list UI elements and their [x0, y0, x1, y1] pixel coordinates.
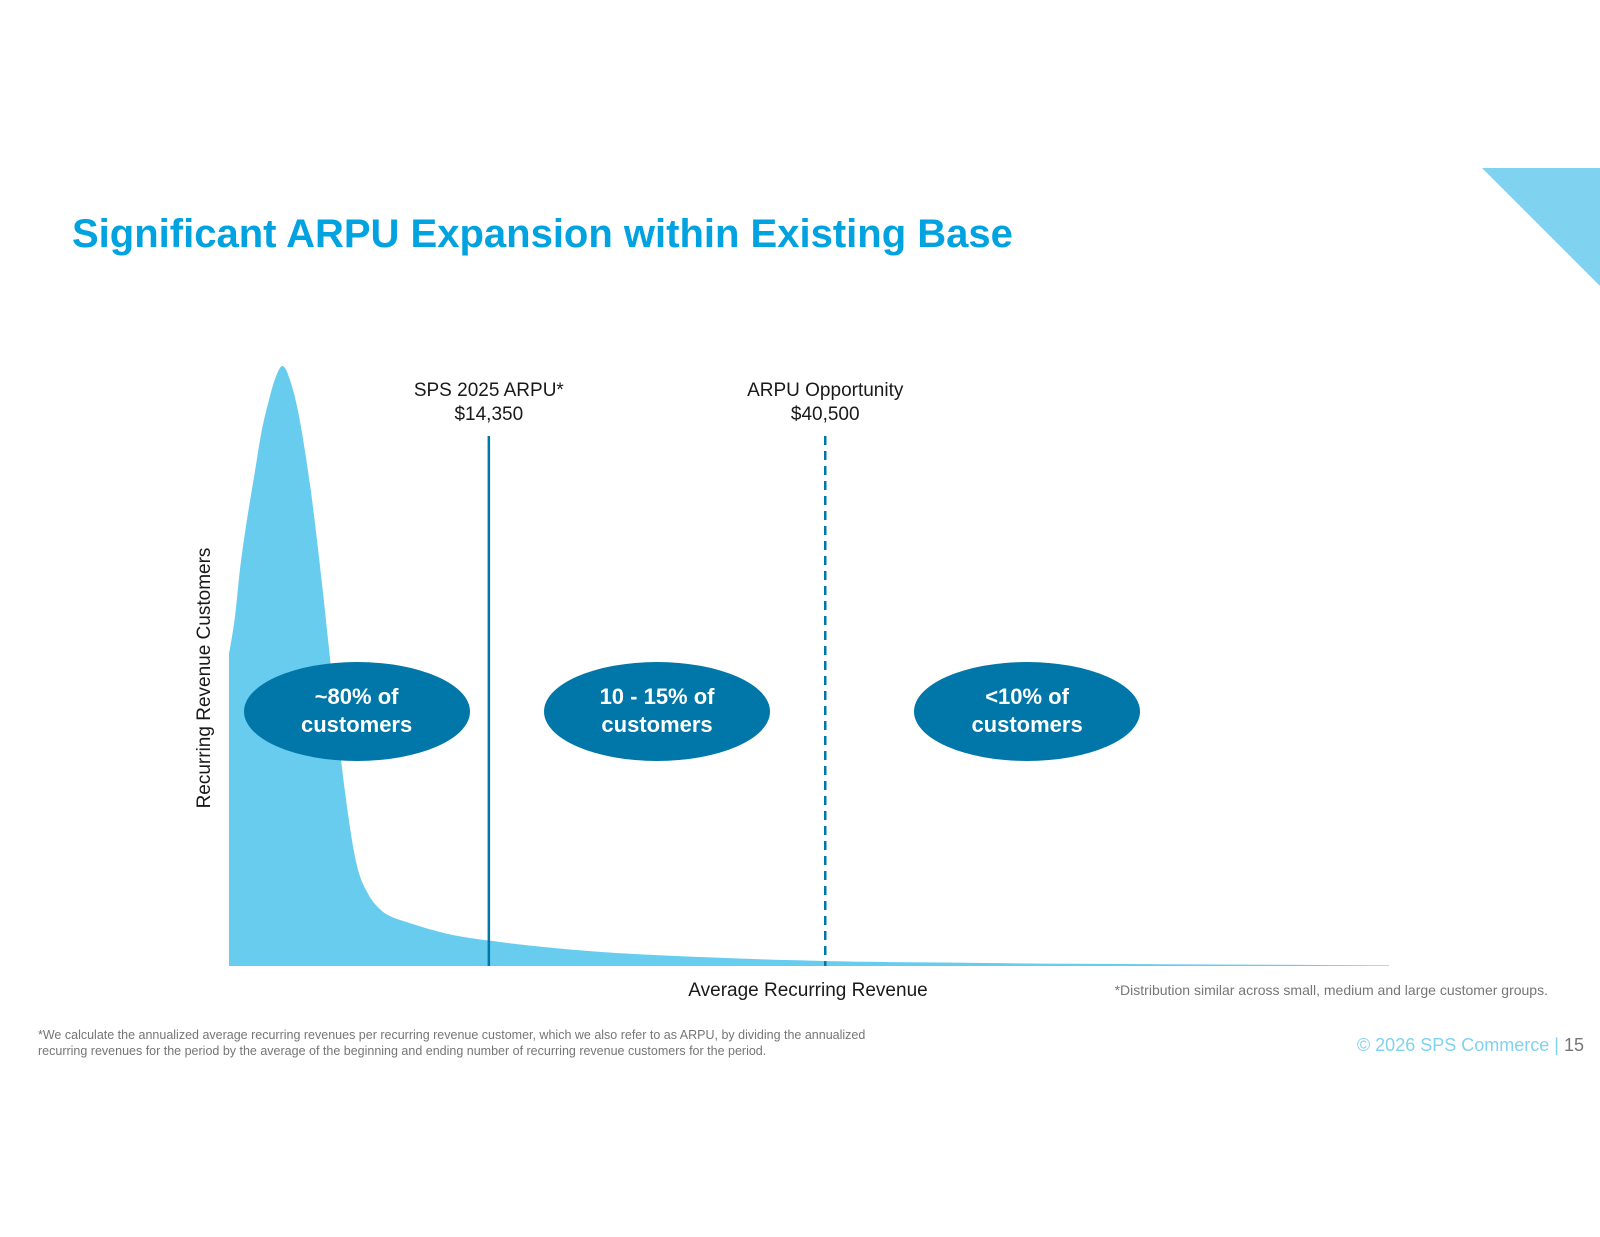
segment-unit-2: customers: [601, 712, 713, 737]
copyright-separator: |: [1554, 1035, 1559, 1055]
copyright: © 2026 SPS Commerce | 15: [1357, 1035, 1584, 1056]
marker-label-2: ARPU Opportunity $40,500: [747, 379, 903, 427]
segment-bubble-2: 10 - 15% of customers: [544, 661, 771, 761]
segment-bubble-3: <10% of customers: [914, 661, 1141, 761]
arpu-footnote: *We calculate the annualized average rec…: [38, 1028, 866, 1058]
page-title: Significant ARPU Expansion within Existi…: [72, 212, 1013, 256]
copyright-text: © 2026 SPS Commerce: [1356, 1035, 1550, 1055]
segment-share-1: ~80% of: [314, 684, 399, 709]
segment-unit-1: customers: [300, 712, 413, 737]
marker-title-2: ARPU Opportunity: [747, 380, 904, 401]
page-number: 15: [1563, 1035, 1584, 1055]
distribution-area: [229, 366, 1389, 966]
marker-value-1: $14,350: [454, 404, 524, 425]
y-axis-label: Recurring Revenue Customers: [194, 547, 215, 809]
distribution-note: *Distribution similar across small, medi…: [1114, 982, 1548, 998]
marker-title-1: SPS 2025 ARPU*: [413, 380, 564, 401]
segment-unit-3: customers: [971, 712, 1083, 737]
marker-label-1: SPS 2025 ARPU* $14,350: [414, 379, 564, 427]
segment-bubble-1: ~80% of customers: [243, 661, 470, 761]
x-axis-label: Average Recurring Revenue: [688, 980, 928, 1001]
marker-value-2: $40,500: [790, 404, 860, 425]
segment-share-2: 10 - 15% of: [599, 684, 715, 709]
segment-share-3: <10% of: [985, 684, 1069, 709]
